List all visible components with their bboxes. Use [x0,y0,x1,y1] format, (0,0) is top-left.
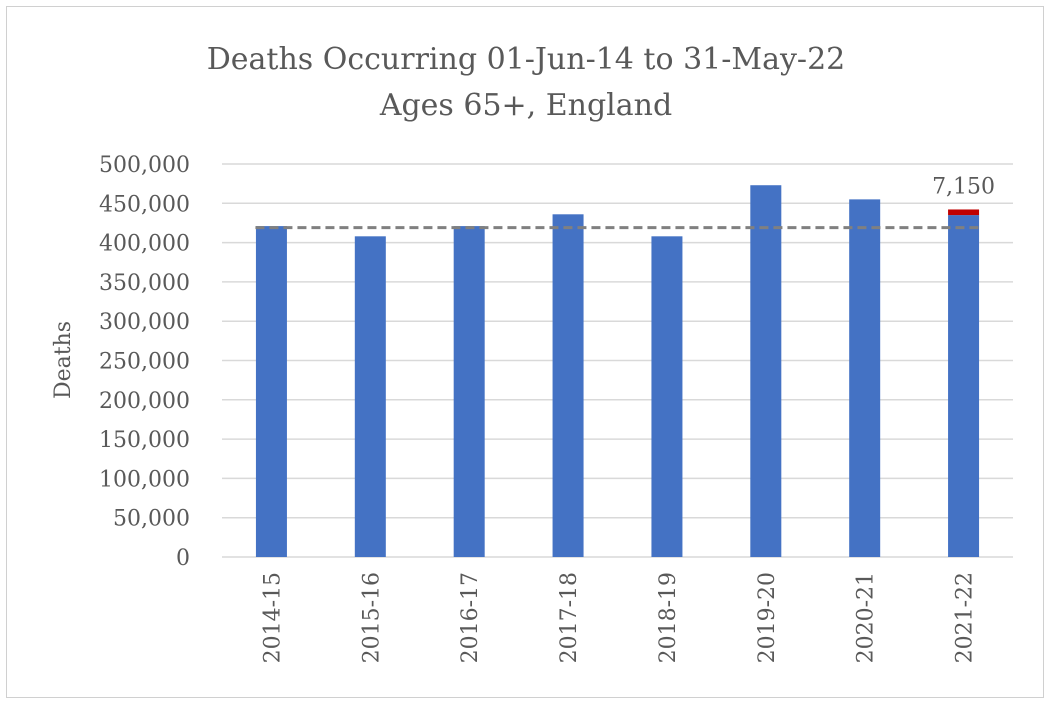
y-tick-label: 200,000 [99,389,190,414]
bar [354,236,386,557]
x-tick-label: 2018-19 [656,572,681,663]
x-tick-label: 2016-17 [458,572,483,663]
bar [750,185,782,558]
x-tick-label: 2020-21 [854,572,879,663]
y-tick-label: 400,000 [99,232,190,257]
bar [552,214,584,557]
y-tick-label: 450,000 [99,192,190,217]
x-tick-label: 2017-18 [557,572,582,663]
bar [255,226,287,557]
y-tick-label: 0 [176,546,190,571]
chart-frame [6,6,1044,698]
x-tick-label: 2019-20 [755,572,780,663]
y-tick-label: 250,000 [99,350,190,375]
y-tick-label: 150,000 [99,428,190,453]
y-tick-label: 300,000 [99,310,190,335]
x-tick-label: 2021-22 [953,572,978,663]
y-tick-label: 100,000 [99,467,190,492]
bar [948,215,980,557]
bar [849,199,881,557]
bar [651,236,683,557]
bar [453,226,485,557]
chart-title-line-1: Deaths Occurring 01-Jun-14 to 31-May-22 [207,42,846,77]
excess-bar [948,209,980,216]
x-tick-label: 2015-16 [359,572,384,663]
x-tick-label: 2014-15 [260,572,285,663]
data-label: 7,150 [932,174,995,199]
y-tick-label: 350,000 [99,271,190,296]
chart-title-line-2: Ages 65+, England [379,88,672,123]
y-tick-label: 500,000 [99,153,190,178]
y-axis-label: Deaths [51,321,76,399]
y-tick-label: 50,000 [113,507,190,532]
